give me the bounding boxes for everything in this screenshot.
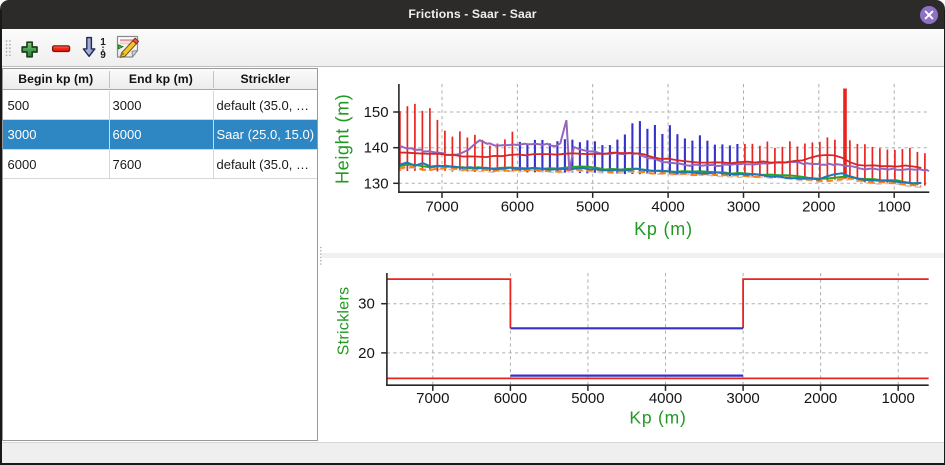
svg-text:20: 20: [358, 345, 375, 362]
svg-text:6000: 6000: [494, 390, 527, 407]
svg-text:3000: 3000: [726, 390, 759, 407]
svg-text:130: 130: [364, 175, 389, 192]
svg-text:3000: 3000: [727, 199, 760, 216]
svg-text:7000: 7000: [425, 199, 458, 216]
svg-text:150: 150: [364, 104, 389, 121]
svg-text:2000: 2000: [804, 390, 837, 407]
svg-text:2000: 2000: [802, 199, 835, 216]
svg-text:4000: 4000: [651, 199, 684, 216]
svg-text:4000: 4000: [649, 390, 682, 407]
svg-text:30: 30: [358, 296, 375, 313]
svg-text:1: 1: [100, 37, 106, 48]
svg-text:140: 140: [364, 140, 389, 157]
svg-text:7000: 7000: [416, 390, 449, 407]
svg-text:Stricklers: Stricklers: [336, 287, 353, 356]
svg-text:5000: 5000: [576, 199, 609, 216]
svg-text:1000: 1000: [878, 199, 911, 216]
svg-text:9: 9: [100, 50, 106, 61]
svg-text:Height (m): Height (m): [333, 94, 353, 184]
svg-text:Kp (m): Kp (m): [629, 408, 686, 428]
svg-text:5000: 5000: [571, 390, 604, 407]
svg-text:1000: 1000: [882, 390, 915, 407]
svg-text:Kp (m): Kp (m): [634, 219, 693, 239]
svg-text:6000: 6000: [501, 199, 534, 216]
